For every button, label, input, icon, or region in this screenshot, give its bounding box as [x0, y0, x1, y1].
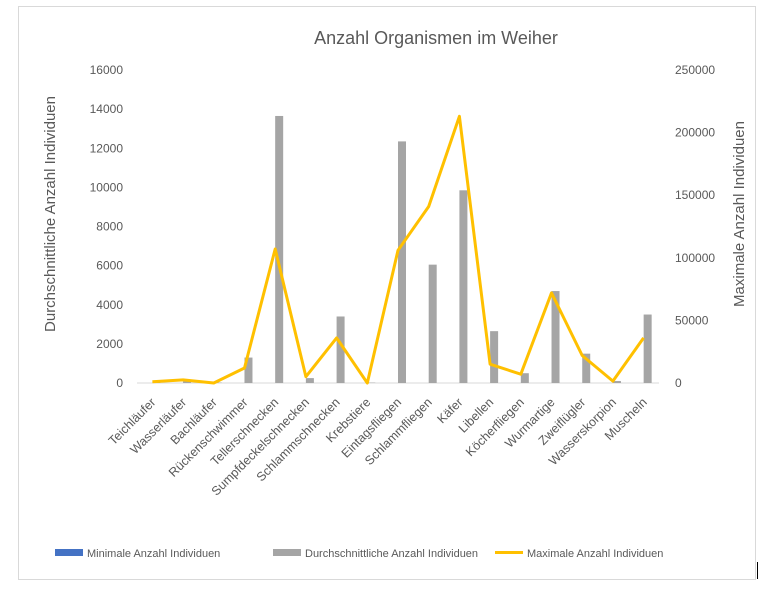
legend-label: Durchschnittliche Anzahl Individuen — [305, 548, 478, 560]
bar — [490, 331, 499, 383]
chart-title: Anzahl Organismen im Weiher — [314, 28, 558, 48]
x-axis-ticks: TeichläuferWasserläuferBachläuferRückens… — [106, 395, 650, 498]
y2-tick-label: 150000 — [675, 188, 715, 202]
bars — [152, 115, 652, 384]
bar — [551, 291, 560, 383]
bar — [305, 378, 314, 383]
chart-frame: Anzahl Organismen im Weiher Durchschnitt… — [18, 6, 756, 580]
bar — [520, 373, 529, 383]
bar — [275, 115, 284, 384]
edge-marker-line — [757, 562, 758, 579]
y2-tick-label: 50000 — [675, 313, 709, 327]
y2-tick-label: 0 — [675, 376, 682, 390]
y-tick-label: 4000 — [96, 298, 123, 312]
y2-tick-label: 100000 — [675, 251, 715, 265]
y-axis-ticks: 0 2000 4000 6000 8000 10000 12000 14000 16000 — [90, 63, 124, 390]
bar — [428, 264, 437, 383]
legend-label: Minimale Anzahl Individuen — [87, 548, 220, 560]
y2-axis-ticks: 0 50000 100000 150000 200000 250000 — [675, 63, 715, 390]
y-tick-label: 14000 — [90, 102, 124, 116]
bar — [459, 190, 468, 383]
bar — [398, 141, 406, 383]
bar — [336, 316, 345, 383]
bar — [612, 381, 621, 383]
legend: Minimale Anzahl Individuen Durchschnittli… — [55, 548, 663, 560]
y-axis-label: Durchschnittliche Anzahl Individuen — [42, 96, 59, 332]
y-tick-label: 10000 — [90, 180, 124, 194]
y-tick-label: 0 — [116, 376, 123, 390]
y-tick-label: 2000 — [96, 337, 123, 351]
legend-swatch — [273, 549, 301, 556]
chart-svg: Anzahl Organismen im Weiher Durchschnitt… — [42, 28, 748, 560]
bar — [582, 353, 591, 383]
bar — [643, 314, 652, 383]
y-tick-label: 12000 — [90, 141, 124, 155]
y2-tick-label: 250000 — [675, 63, 715, 77]
y-tick-label: 6000 — [96, 259, 123, 273]
bar — [183, 381, 192, 383]
y2-axis-label: Maximale Anzahl Individuen — [731, 121, 748, 307]
legend-swatch — [55, 549, 83, 556]
y-tick-label: 8000 — [96, 220, 123, 234]
y-tick-label: 16000 — [90, 63, 124, 77]
legend-label: Maximale Anzahl Individuen — [527, 548, 663, 560]
bar — [244, 357, 253, 383]
y2-tick-label: 200000 — [675, 126, 715, 140]
series-line — [152, 114, 645, 385]
line-series — [152, 114, 645, 385]
